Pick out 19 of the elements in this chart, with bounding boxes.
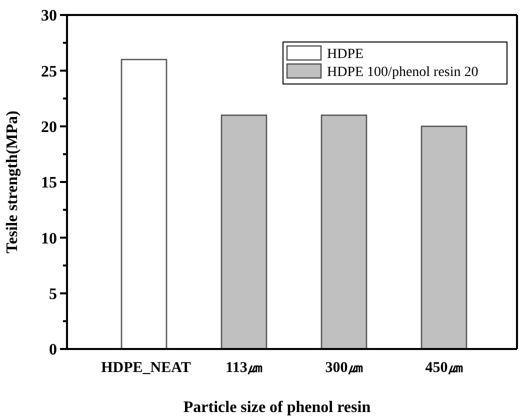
bar	[320, 114, 368, 350]
x-tick-label: HDPE_NEAT	[101, 360, 191, 376]
legend-label: HDPE	[327, 46, 364, 62]
bar	[420, 126, 468, 350]
y-tick-label: 20	[41, 118, 57, 136]
y-tick-label: 15	[41, 174, 57, 192]
y-tick-label: 5	[49, 286, 57, 303]
y-tick-label: 25	[41, 63, 57, 80]
y-axis-title: Tesile strength(MPa)	[4, 110, 21, 254]
x-tick-label: 450㎛	[425, 360, 463, 376]
bar	[120, 58, 168, 350]
x-axis-title: Particle size of phenol resin	[183, 399, 371, 416]
legend-label: HDPE 100/phenol resin 20	[327, 64, 478, 80]
y-tick-label: 0	[49, 342, 57, 359]
x-tick-label: 113㎛	[226, 360, 262, 376]
y-tick-label: 30	[41, 8, 57, 25]
x-tick-label: 300㎛	[325, 360, 363, 376]
bar	[220, 114, 268, 350]
y-tick-label: 10	[41, 230, 57, 248]
